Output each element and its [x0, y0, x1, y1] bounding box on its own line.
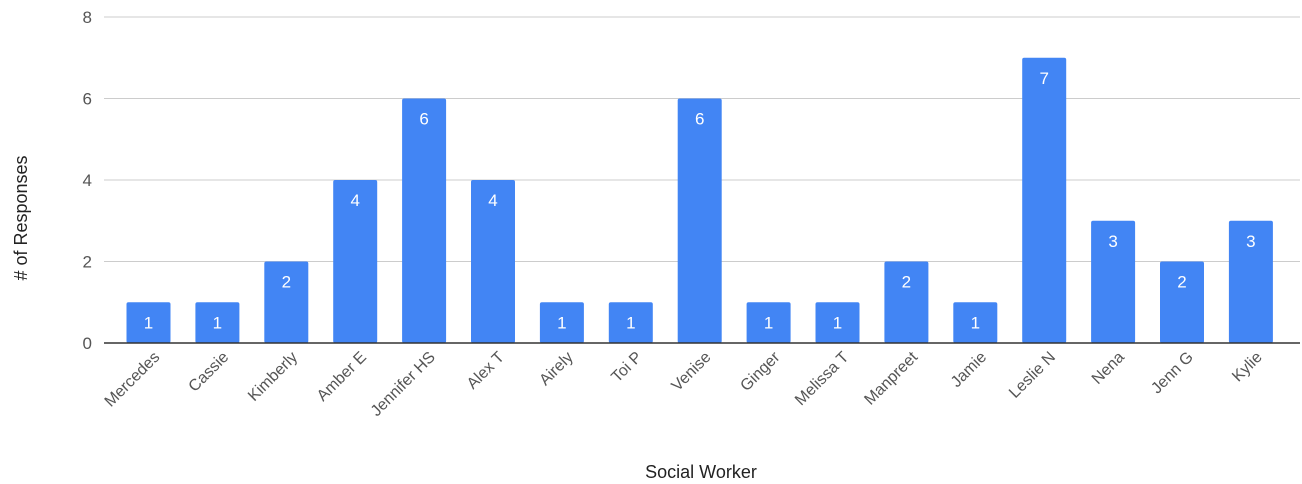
bar [1160, 261, 1204, 343]
y-tick-label: 2 [83, 253, 92, 272]
x-tick-label: Airely [536, 349, 576, 389]
x-tick-label: Jennifer HS [368, 349, 439, 420]
bar [746, 302, 791, 343]
x-tick-label: Jenn G [1148, 349, 1197, 398]
y-tick-label: 0 [83, 334, 92, 353]
bar [1022, 57, 1067, 343]
x-tick-label: Nena [1089, 349, 1128, 388]
bar-value-label: 1 [833, 313, 842, 332]
bar [539, 302, 584, 343]
bar [953, 302, 998, 343]
bar [1228, 220, 1273, 343]
y-tick-label: 8 [83, 8, 92, 27]
bar-value-label: 4 [350, 191, 359, 210]
bar-value-label: 1 [626, 313, 635, 332]
x-tick-label: Kylie [1229, 349, 1266, 386]
bar-value-label: 1 [213, 313, 222, 332]
bar [884, 261, 929, 343]
x-tick-label: Manpreet [861, 348, 921, 408]
bar-value-label: 2 [902, 273, 911, 292]
x-tick-label: Jamie [948, 349, 990, 391]
x-tick-label: Leslie N [1006, 349, 1059, 402]
bar-value-label: 1 [557, 313, 566, 332]
bar [126, 302, 171, 343]
bar [471, 180, 515, 343]
x-tick-label: Venise [669, 349, 715, 395]
x-tick-label: Toi P [608, 349, 645, 386]
bar-value-label: 6 [419, 110, 428, 129]
bars [126, 57, 1273, 343]
x-tick-label: Ginger [737, 348, 783, 394]
x-tick-label: Alex T [464, 349, 508, 393]
bar [815, 302, 860, 343]
bar [195, 302, 240, 343]
bar-value-label: 2 [1177, 273, 1186, 292]
x-tick-label: Cassie [186, 349, 233, 396]
x-tick-label: Mercedes [102, 349, 164, 411]
bar [1091, 220, 1136, 343]
bar [402, 98, 447, 343]
bar [677, 98, 722, 343]
bar-value-label: 6 [695, 110, 704, 129]
bar [264, 261, 309, 343]
x-tick-label: Kimberly [245, 349, 301, 405]
x-axis-title: Social Worker [645, 462, 757, 482]
bar-value-label: 1 [144, 313, 153, 332]
bar-value-label: 1 [971, 313, 980, 332]
bar-value-label: 3 [1246, 232, 1255, 251]
x-tick-label: Amber E [314, 349, 370, 405]
bar-value-label: 2 [282, 273, 291, 292]
y-tick-label: 6 [83, 90, 92, 109]
x-tick-label: Melissa T [792, 349, 852, 409]
bar [333, 180, 378, 343]
bar-value-label: 3 [1108, 232, 1117, 251]
bar-value-label: 7 [1039, 69, 1048, 88]
y-tick-label: 4 [83, 171, 92, 190]
bar [608, 302, 653, 343]
y-axis-ticks: 0 2 4 6 8 [83, 8, 92, 353]
y-axis-title: # of Responses [11, 155, 31, 280]
bar-value-label: 4 [488, 191, 497, 210]
bar-value-label: 1 [764, 313, 773, 332]
